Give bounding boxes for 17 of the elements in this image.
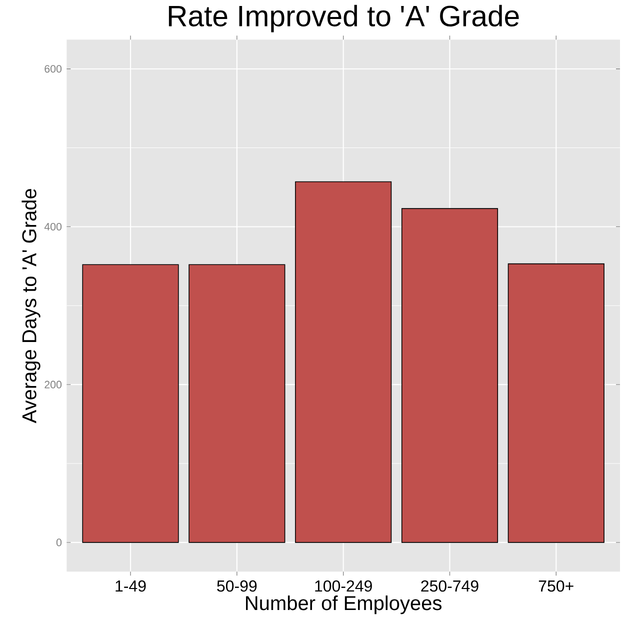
- y-tick-label: 200: [44, 380, 62, 388]
- bar: [401, 208, 498, 543]
- y-axis-title: Average Days to 'A' Grade: [22, 188, 40, 424]
- x-tick-label: 50-99: [217, 580, 257, 592]
- x-tick-label: 100-249: [315, 580, 372, 592]
- x-tick-label: 250-749: [421, 580, 478, 592]
- x-tick-label: 750+: [538, 580, 574, 592]
- x-axis-title: Number of Employees: [246, 596, 442, 614]
- bar: [188, 264, 286, 543]
- y-tick-label: 0: [56, 538, 62, 546]
- chart-title: Rate Improved to 'A' Grade: [168, 4, 519, 32]
- y-tick-label: 600: [44, 65, 62, 73]
- bar: [508, 263, 604, 543]
- bar: [82, 264, 179, 543]
- bar: [295, 181, 392, 543]
- x-tick-label: 1-49: [116, 580, 146, 592]
- y-tick-label: 400: [44, 222, 62, 230]
